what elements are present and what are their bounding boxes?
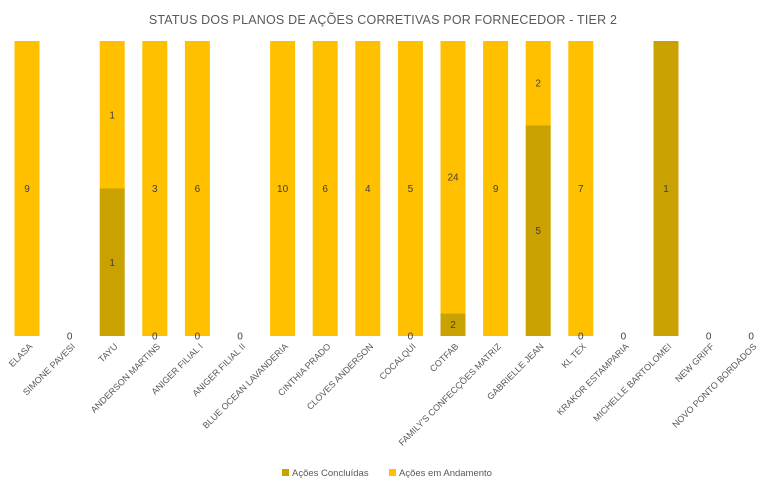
category-label-kl-tex: KL TEX bbox=[560, 341, 589, 370]
data-label-concluidas: 0 bbox=[748, 332, 754, 343]
category-label-tayu: TAYU bbox=[97, 341, 120, 364]
bar-andamento-aniger-filial-i bbox=[184, 41, 210, 336]
data-label-andamento: 3 bbox=[152, 184, 158, 195]
legend-swatch-andamento bbox=[389, 469, 396, 476]
category-label-cocalqui: COCALQUI bbox=[377, 341, 417, 381]
data-label-concluidas: 0 bbox=[195, 332, 201, 343]
bar-andamento-elasa bbox=[14, 41, 40, 336]
legend-swatch-concluidas bbox=[282, 469, 289, 476]
legend: Ações Concluídas Ações em Andamento bbox=[282, 468, 492, 479]
data-label-concluidas: 0 bbox=[578, 332, 584, 343]
data-label-concluidas: 0 bbox=[706, 332, 712, 343]
bar-andamento-family-s-confeccoes-matriz bbox=[483, 41, 509, 336]
legend-label-andamento: Ações em Andamento bbox=[399, 468, 492, 479]
bar-andamento-blue-ocean-lavanderia bbox=[270, 41, 296, 336]
bar-andamento-anderson-martins bbox=[142, 41, 168, 336]
bar-concluidas-gabrielle-jean bbox=[525, 125, 551, 337]
data-label-andamento: 6 bbox=[322, 184, 328, 195]
legend-label-concluidas: Ações Concluídas bbox=[292, 468, 369, 479]
bars-group bbox=[14, 41, 679, 337]
category-label-new-griff: NEW GRIFF bbox=[673, 341, 716, 384]
bar-andamento-cotfab bbox=[440, 41, 466, 314]
data-label-concluidas: 2 bbox=[450, 320, 456, 331]
bar-andamento-cinthia-prado bbox=[312, 41, 338, 336]
data-label-andamento: 24 bbox=[447, 173, 459, 184]
data-label-concluidas: 5 bbox=[535, 226, 541, 237]
data-label-andamento: 7 bbox=[578, 184, 584, 195]
bar-andamento-tayu bbox=[99, 41, 125, 189]
data-label-andamento: 1 bbox=[109, 110, 115, 121]
bar-andamento-gabrielle-jean bbox=[525, 41, 551, 126]
data-label-concluidas: 1 bbox=[663, 184, 669, 195]
data-label-concluidas: 1 bbox=[109, 258, 115, 269]
data-label-concluidas: 0 bbox=[408, 332, 414, 343]
category-label-cotfab: COTFAB bbox=[428, 341, 461, 374]
category-label-michelle-bartolomei: MICHELLE BARTOLOMEI bbox=[591, 341, 673, 423]
bar-concluidas-michelle-bartolomei bbox=[653, 41, 679, 336]
bar-andamento-cocalqui bbox=[397, 41, 423, 336]
category-label-blue-ocean-lavanderia: BLUE OCEAN LAVANDERIA bbox=[201, 341, 290, 430]
data-label-andamento: 2 bbox=[535, 79, 541, 90]
data-label-andamento: 10 bbox=[277, 184, 289, 195]
category-label-anderson-martins: ANDERSON MARTINS bbox=[89, 341, 162, 414]
chart-title: STATUS DOS PLANOS DE AÇÕES CORRETIVAS PO… bbox=[149, 12, 617, 27]
data-label-concluidas: 0 bbox=[237, 332, 243, 343]
data-label-andamento: 6 bbox=[195, 184, 201, 195]
bar-concluidas-tayu bbox=[99, 188, 125, 336]
category-label-elasa: ELASA bbox=[7, 341, 35, 369]
category-label-novo-ponto-bordados: NOVO PONTO BORDADOS bbox=[670, 341, 758, 429]
data-label-andamento: 9 bbox=[24, 184, 30, 195]
data-label-andamento: 5 bbox=[408, 184, 414, 195]
data-label-andamento: 9 bbox=[493, 184, 499, 195]
data-label-andamento: 4 bbox=[365, 184, 371, 195]
bar-concluidas-cotfab bbox=[440, 313, 466, 336]
category-label-krakor-estamparia: KRAKOR ESTAMPARIA bbox=[555, 341, 631, 417]
data-label-concluidas: 0 bbox=[152, 332, 158, 343]
data-label-concluidas: 0 bbox=[621, 332, 627, 343]
bar-andamento-cloves-anderson bbox=[355, 41, 381, 336]
data-label-concluidas: 0 bbox=[67, 332, 73, 343]
bar-andamento-kl-tex bbox=[568, 41, 594, 336]
